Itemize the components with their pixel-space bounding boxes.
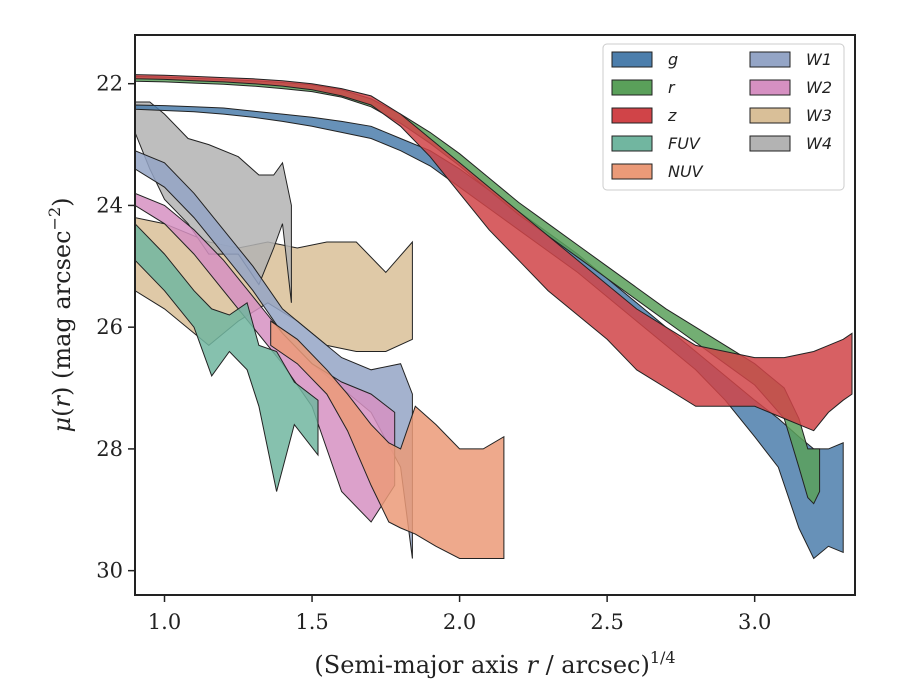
y-tick-label: 24 [96, 193, 123, 217]
x-tick-label: 2.0 [443, 610, 476, 634]
y-tick-label: 26 [96, 315, 123, 339]
legend-label-w1: W1 [806, 50, 832, 69]
legend-label-r: r [668, 78, 676, 97]
legend-swatch-g [611, 51, 653, 68]
band-z [135, 74, 853, 432]
band-w1 [135, 150, 413, 559]
legend-swatch-w4 [749, 135, 791, 152]
legend: grz FUV NUV W1 W2 W3 W4 [602, 43, 845, 191]
x-tick-label: 2.5 [590, 610, 623, 634]
legend-label-w4: W4 [806, 134, 832, 153]
legend-label-fuv: FUV [668, 134, 701, 153]
band-nuv [270, 320, 505, 559]
y-axis-label: μ(r) (mag arcsec−2) [45, 197, 76, 432]
x-axis-ticks: 1.0 1.5 2.0 2.5 3.0 [148, 595, 771, 634]
y-tick-label: 22 [96, 72, 123, 96]
legend-swatch-w3 [749, 107, 791, 124]
legend-swatch-nuv [611, 163, 653, 180]
legend-label-g: g [668, 50, 678, 69]
plot-frame [134, 34, 856, 596]
y-tick-label: 30 [96, 559, 123, 583]
y-tick-label: 28 [96, 437, 123, 461]
legend-swatch-w1 [749, 51, 791, 68]
x-axis-label: (Semi-major axis r / arcsec)1/4 [314, 648, 675, 679]
legend-swatch-r [611, 79, 653, 96]
legend-label-nuv: NUV [668, 162, 704, 181]
y-axis-ticks: 22 24 26 28 30 [96, 72, 135, 583]
profile-bands [135, 74, 853, 560]
x-tick-label: 1.5 [295, 610, 328, 634]
legend-label-w3: W3 [806, 106, 832, 125]
legend-swatch-fuv [611, 135, 653, 152]
legend-label-z: z [667, 106, 677, 125]
legend-label-w2: W2 [806, 78, 832, 97]
legend-swatch-z [611, 107, 653, 124]
band-w4 [135, 101, 292, 303]
legend-swatch-w2 [749, 79, 791, 96]
x-tick-label: 1.0 [148, 610, 181, 634]
x-tick-label: 3.0 [738, 610, 771, 634]
band-fuv [135, 222, 319, 492]
